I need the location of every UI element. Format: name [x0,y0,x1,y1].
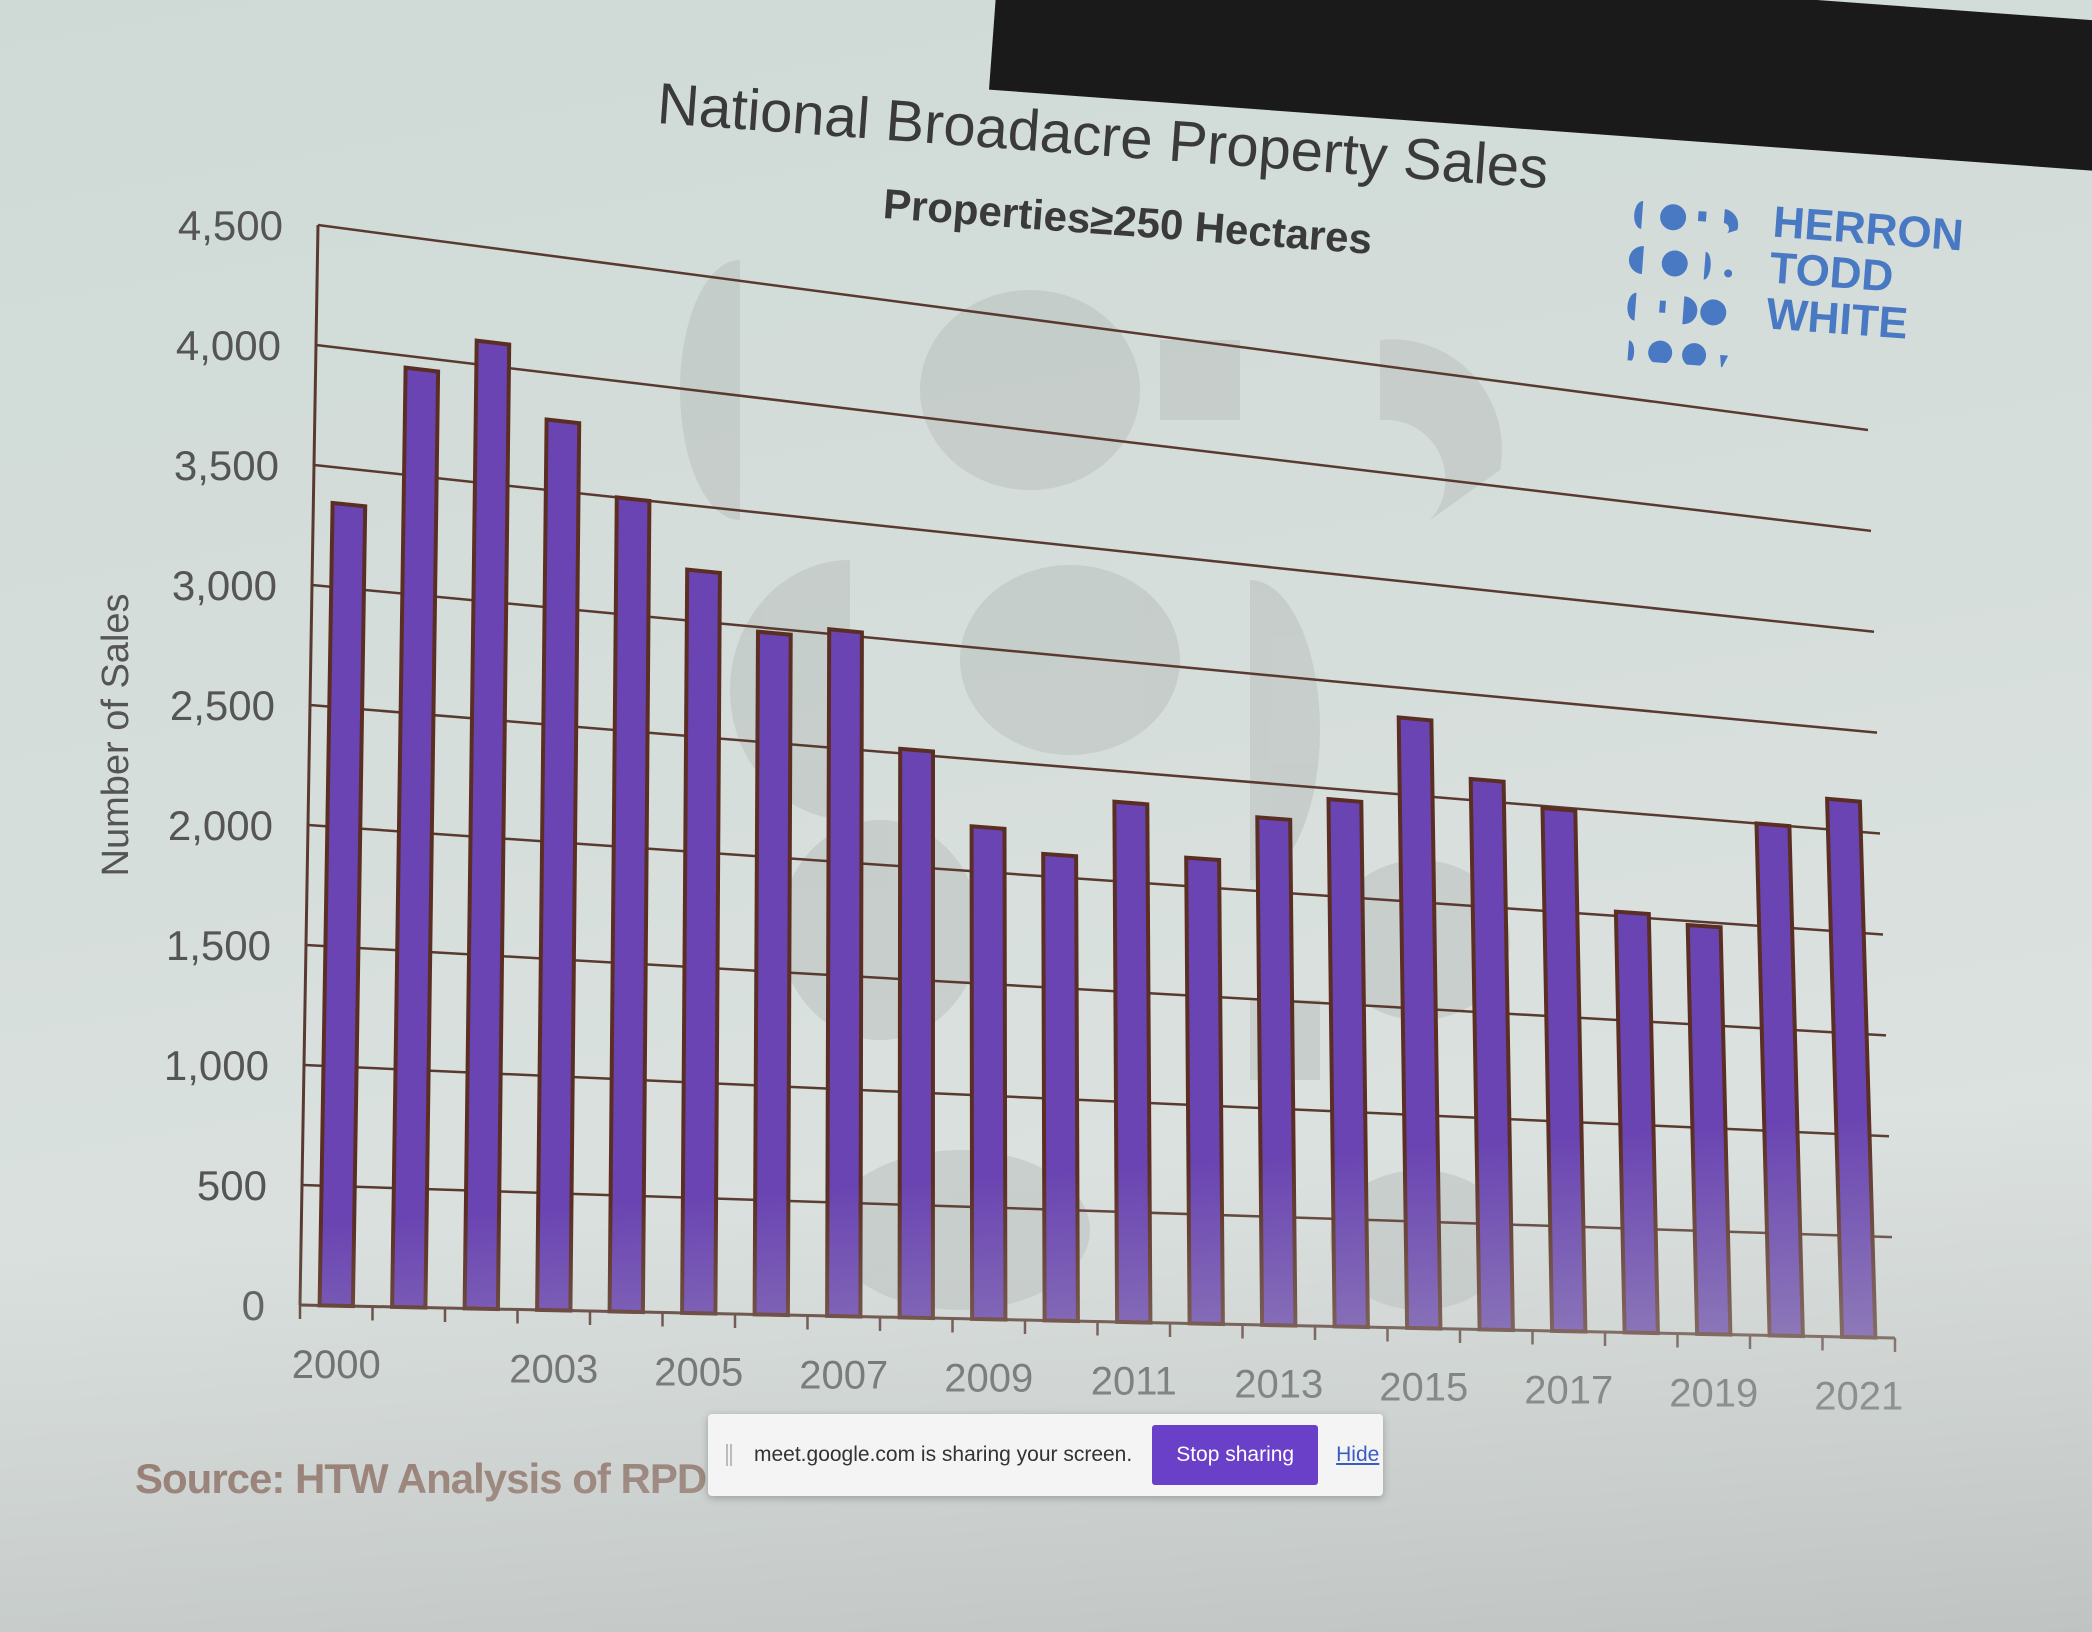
x-tick-label: 2011 [1091,1359,1177,1403]
y-tick-label: 0 [242,1282,265,1329]
x-tick-label: 2019 [1669,1371,1758,1415]
bar-2016 [1468,776,1515,1333]
y-tick-label: 3,000 [172,562,277,609]
x-tick-label: 2000 [292,1343,381,1387]
x-tick-label: 2017 [1524,1368,1613,1412]
bar-2010 [1041,851,1080,1324]
x-tick-label: 2009 [944,1356,1033,1400]
bar-2011 [1112,799,1153,1325]
source-note: Source: HTW Analysis of RPD [135,1455,707,1502]
bar-2017 [1540,805,1588,1334]
screen-share-bar: meet.google.com is sharing your screen. … [708,1414,1383,1496]
bar-2015 [1396,715,1443,1331]
x-tick-label: 2007 [799,1353,888,1397]
y-tick-label: 500 [197,1162,267,1209]
bar-2006 [752,629,793,1318]
x-tick-label: 2005 [654,1350,743,1394]
bar-2014 [1326,796,1370,1330]
bar-2002 [462,338,512,1312]
y-axis-title: Number of Sales [95,593,137,876]
y-tick-label: 2,500 [170,682,275,729]
x-tick-label: 2015 [1379,1365,1468,1409]
y-tick-label: 1,000 [164,1042,269,1089]
y-tick-label: 1,500 [166,922,271,969]
y-tick-label: 4,000 [176,322,281,369]
bar-2001 [390,365,441,1310]
bar-2009 [969,824,1008,1322]
x-tick-label: 2003 [509,1347,598,1391]
x-tick-label: 2013 [1234,1362,1323,1406]
bar-2008 [897,746,936,1321]
y-tick-label: 4,500 [178,202,283,249]
drag-handle-icon[interactable] [726,1444,732,1466]
y-axis-line [298,224,320,1306]
x-tick-label: 2021 [1814,1374,1903,1418]
stop-sharing-button[interactable]: Stop sharing [1152,1425,1319,1485]
bar-2021 [1825,796,1878,1340]
gridline [317,223,1869,432]
y-tick-label: 3,500 [174,442,279,489]
bar-2019 [1685,922,1733,1337]
bar-2003 [535,417,582,1313]
bar-2004 [607,495,652,1315]
bar-2012 [1184,855,1225,1327]
bar-2005 [680,567,722,1316]
bar-2018 [1613,909,1660,1336]
share-message: meet.google.com is sharing your screen. [754,1443,1133,1466]
bar-2007 [825,626,864,1319]
bar-2013 [1255,815,1298,1328]
bar-2020 [1754,821,1805,1339]
y-tick-label: 2,000 [168,802,273,849]
hide-link[interactable]: Hide [1336,1443,1380,1466]
